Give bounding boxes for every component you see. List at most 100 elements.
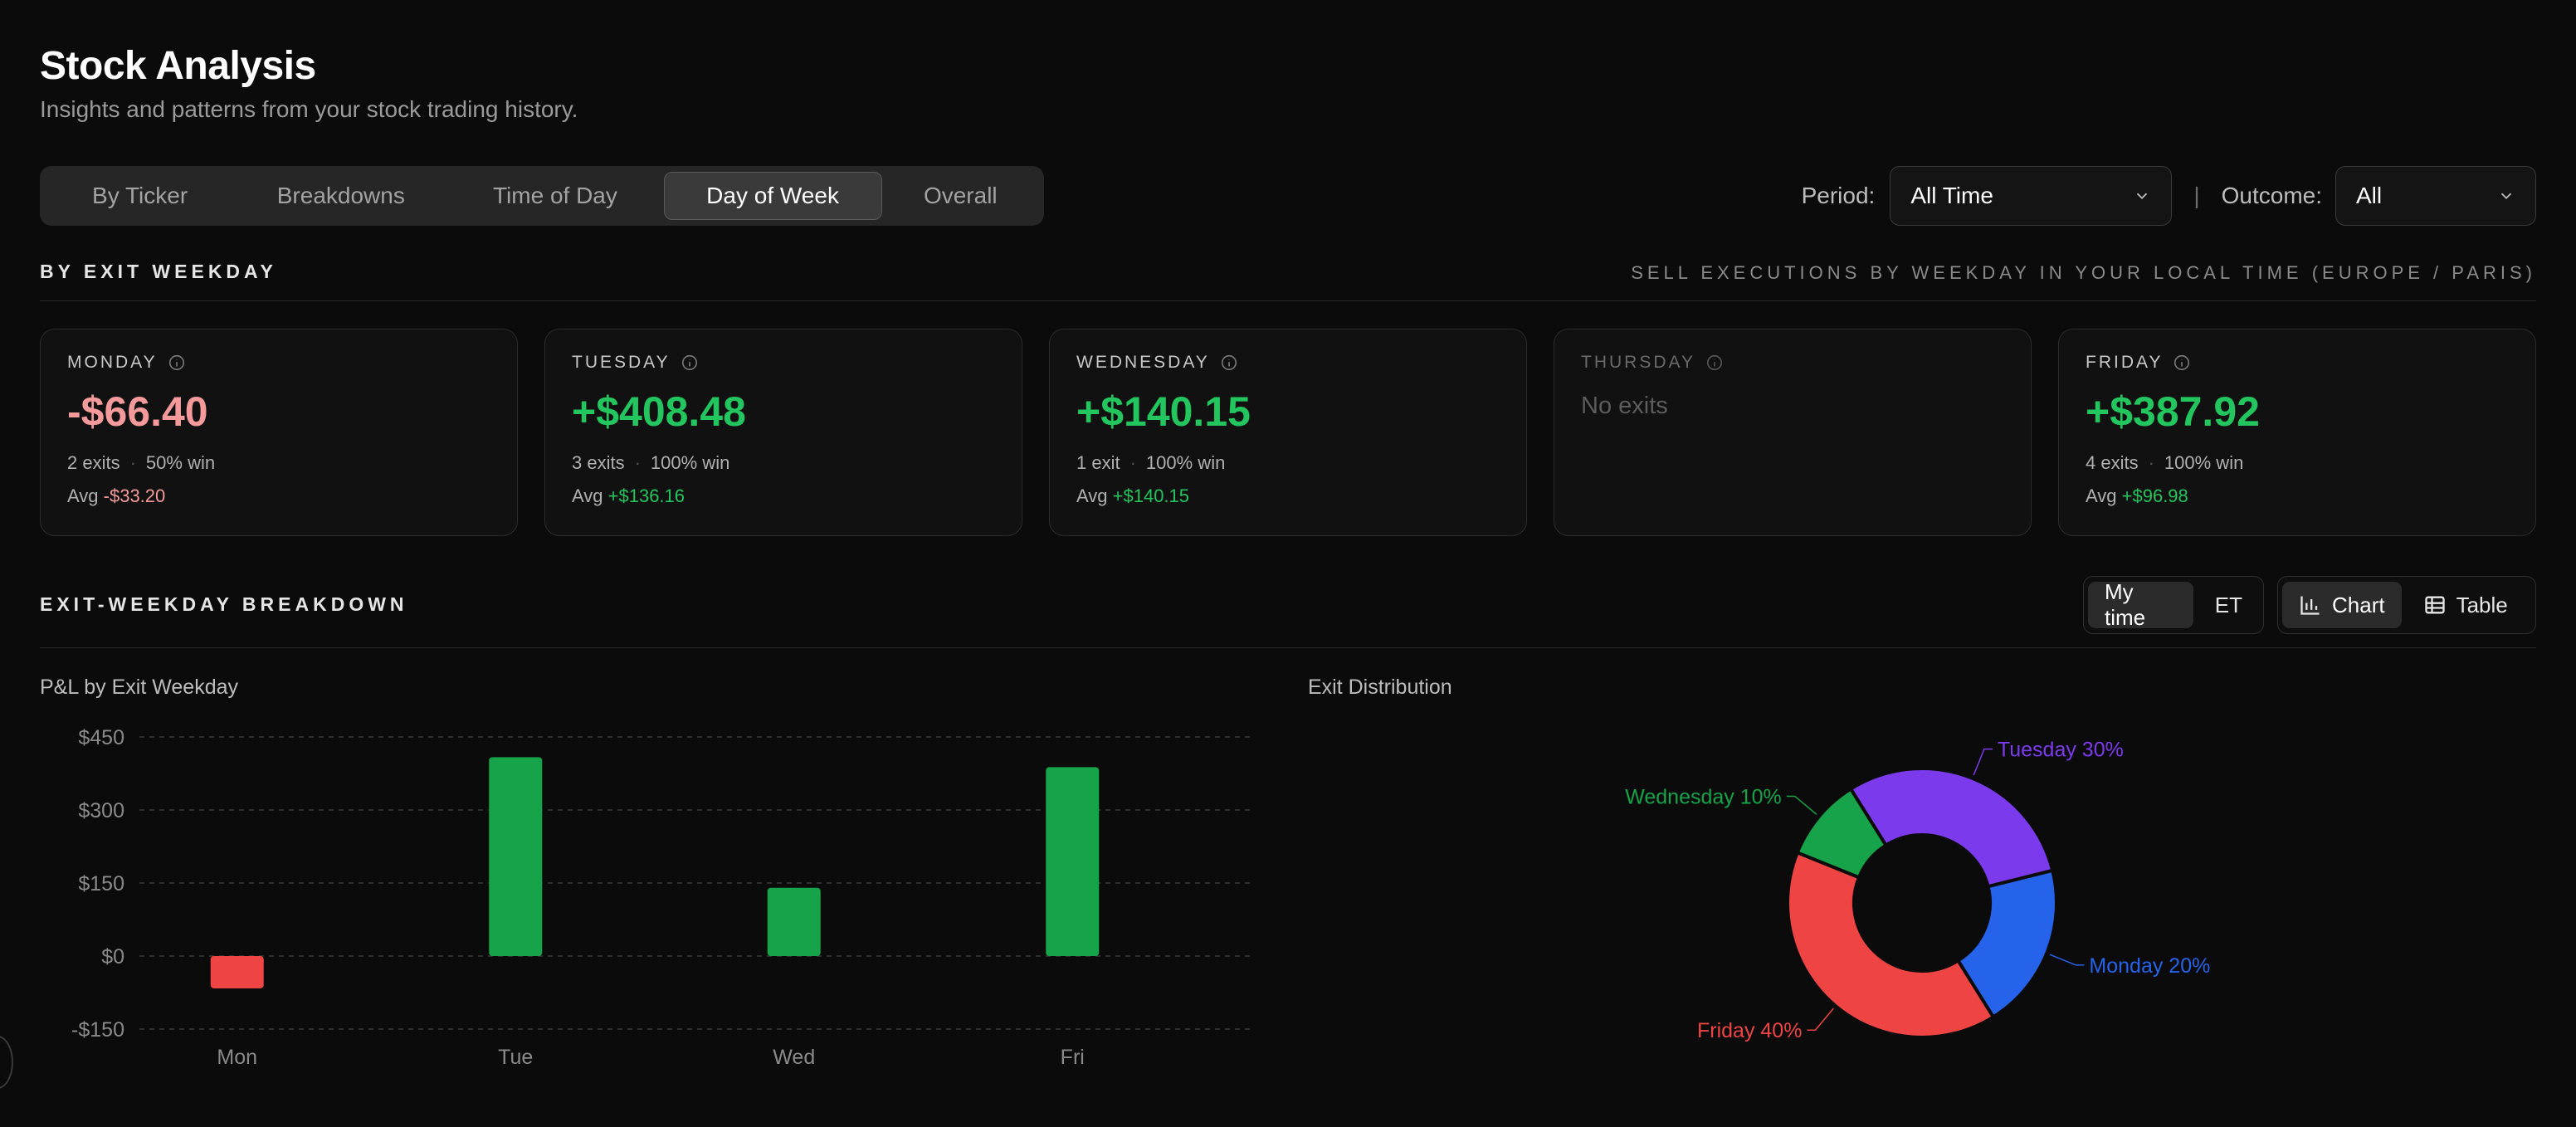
- weekday-card-thursday: THURSDAY No exits: [1554, 329, 2032, 536]
- slice-tuesday[interactable]: [1848, 767, 2055, 889]
- weekday-card-wednesday: WEDNESDAY +$140.15 1 exit · 100% win Avg…: [1049, 329, 1527, 536]
- y-tick-label: $150: [78, 872, 124, 895]
- x-tick-label: Wed: [773, 1046, 815, 1069]
- card-label: TUESDAY: [572, 353, 995, 373]
- card-avg-label: Avg: [67, 485, 99, 506]
- slice-label-leader: [1807, 1007, 1834, 1031]
- y-tick-label: -$150: [71, 1018, 124, 1042]
- slice-friday[interactable]: [1786, 850, 1996, 1039]
- card-day: THURSDAY: [1581, 353, 1695, 372]
- info-icon[interactable]: [1220, 354, 1238, 372]
- card-avg-value: +$136.16: [607, 485, 685, 506]
- section-title-by-exit-weekday: BY EXIT WEEKDAY: [40, 261, 277, 282]
- tab-breakdowns[interactable]: Breakdowns: [276, 183, 405, 208]
- period-label: Period:: [1801, 183, 1876, 208]
- x-tick-label: Fri: [1061, 1046, 1085, 1069]
- filters-bar: Period: All Time | Outcome: All: [1802, 166, 2536, 226]
- no-exits-text: No exits: [1581, 393, 1668, 419]
- card-win: 100% win: [650, 452, 730, 473]
- slice-label-monday: Monday 20%: [2089, 954, 2210, 978]
- donut-chart-title: Exit Distribution: [1308, 676, 1452, 699]
- card-meta: 2 exits · 50% win: [67, 452, 490, 474]
- info-icon[interactable]: [681, 354, 699, 372]
- separator-dot: ·: [129, 452, 136, 473]
- card-avg-label: Avg: [2086, 485, 2117, 506]
- card-avg: Avg +$96.98: [2086, 485, 2509, 507]
- bar-chart-icon: [2300, 596, 2320, 615]
- card-avg-label: Avg: [1076, 485, 1108, 506]
- card-win: 50% win: [145, 452, 216, 473]
- table-view-button[interactable]: Table: [2407, 582, 2525, 628]
- y-tick-label: $0: [101, 945, 124, 968]
- collapsed-panel-handle[interactable]: [0, 1036, 13, 1089]
- card-day: MONDAY: [67, 353, 158, 372]
- slice-label-friday: Friday 40%: [1697, 1019, 1802, 1042]
- slice-label-wednesday: Wednesday 10%: [1625, 785, 1782, 808]
- outcome-select[interactable]: All: [2335, 166, 2536, 226]
- card-win: 100% win: [2164, 452, 2244, 473]
- et-toggle[interactable]: ET: [2214, 592, 2242, 617]
- card-day: WEDNESDAY: [1076, 353, 1210, 372]
- separator-dot: ·: [2148, 452, 2154, 473]
- slice-label-tuesday: Tuesday 30%: [1998, 739, 2124, 762]
- card-avg: Avg +$140.15: [1076, 485, 1500, 507]
- separator-dot: ·: [634, 452, 641, 473]
- chevron-down-icon: [2500, 193, 2512, 200]
- outcome-label: Outcome:: [2221, 183, 2322, 208]
- tab-time-of-day[interactable]: Time of Day: [492, 183, 617, 208]
- bar-fri[interactable]: [1046, 767, 1100, 956]
- page-title: Stock Analysis: [40, 44, 316, 88]
- weekday-card-friday: FRIDAY +$387.92 4 exits · 100% win Avg +…: [2058, 329, 2536, 536]
- card-avg: Avg +$136.16: [572, 485, 995, 507]
- section-title-breakdown: EXIT-WEEKDAY BREAKDOWN: [40, 593, 408, 615]
- tab-day-of-week[interactable]: Day of Week: [663, 172, 882, 220]
- view-tabs: By Ticker Breakdowns Time of Day Day of …: [40, 166, 1044, 226]
- chevron-down-icon: [2137, 193, 2148, 200]
- pnl-bar-chart: $450 $300 $150 $0 -$150 Mon Tue Wed Fri: [71, 726, 1253, 1069]
- section-note: SELL EXECUTIONS BY WEEKDAY IN YOUR LOCAL…: [1631, 262, 2536, 283]
- x-tick-label: Tue: [498, 1046, 533, 1069]
- card-avg-label: Avg: [572, 485, 603, 506]
- chart-view-label: Chart: [2332, 592, 2385, 617]
- card-avg: Avg -$33.20: [67, 485, 490, 507]
- card-exits: 2 exits: [67, 452, 120, 473]
- slice-label-leader: [1973, 748, 1993, 776]
- bar-wed[interactable]: [767, 887, 821, 956]
- card-label: FRIDAY: [2086, 353, 2509, 373]
- card-value: +$408.48: [572, 388, 746, 435]
- card-label: WEDNESDAY: [1076, 353, 1500, 373]
- card-label: THURSDAY: [1581, 353, 2004, 373]
- tab-overall[interactable]: Overall: [923, 183, 998, 208]
- period-select[interactable]: All Time: [1890, 166, 2173, 226]
- bar-tue[interactable]: [489, 757, 543, 956]
- card-exits: 3 exits: [572, 452, 625, 473]
- card-meta: 1 exit · 100% win: [1076, 452, 1500, 474]
- table-view-label: Table: [2456, 592, 2508, 617]
- bar-chart-title: P&L by Exit Weekday: [40, 676, 239, 699]
- tab-by-ticker[interactable]: By Ticker: [92, 183, 188, 208]
- chart-view-button[interactable]: Chart: [2282, 582, 2402, 628]
- separator-dot: ·: [1129, 452, 1136, 473]
- slice-label-leader: [1786, 795, 1817, 815]
- table-icon: [2424, 596, 2445, 614]
- view-toggle: Chart Table: [2277, 576, 2536, 634]
- my-time-toggle[interactable]: My time: [2088, 579, 2193, 630]
- y-tick-label: $450: [78, 726, 124, 749]
- bar-mon[interactable]: [210, 956, 264, 988]
- y-tick-label: $300: [78, 799, 124, 822]
- card-value: -$66.40: [67, 388, 208, 435]
- slice-label-leader: [2049, 954, 2085, 966]
- card-day: TUESDAY: [572, 353, 671, 372]
- slice-monday[interactable]: [1955, 868, 2058, 1020]
- weekday-cards: MONDAY -$66.40 2 exits · 50% win Avg -$3…: [40, 329, 2536, 536]
- time-zone-toggle: My time ET: [2083, 576, 2264, 634]
- card-label: MONDAY: [67, 353, 490, 373]
- info-icon[interactable]: [2173, 354, 2191, 372]
- card-win: 100% win: [1145, 452, 1226, 473]
- outcome-value: All: [2356, 183, 2383, 208]
- info-icon[interactable]: [168, 354, 186, 372]
- info-icon[interactable]: [1705, 354, 1724, 372]
- page-subtitle: Insights and patterns from your stock tr…: [40, 96, 578, 122]
- x-tick-label: Mon: [217, 1046, 257, 1069]
